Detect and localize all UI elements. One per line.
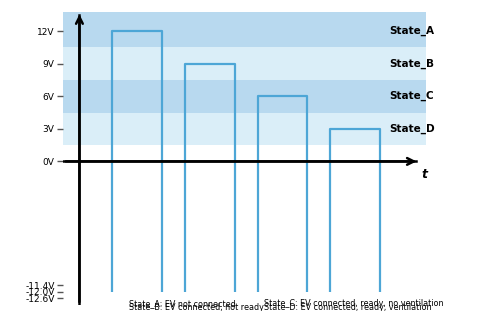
Text: State_A: EV not connected: State_A: EV not connected [129, 299, 236, 308]
Bar [63, 80, 426, 113]
Text: State_B: EV connected, not ready: State_B: EV connected, not ready [129, 303, 264, 311]
Text: State_C: State_C [390, 91, 434, 101]
Text: State_D: EV connected, ready, ventilation: State_D: EV connected, ready, ventilatio… [264, 303, 432, 311]
Bar [63, 12, 426, 47]
Bar [63, 47, 426, 80]
Bar [63, 113, 426, 145]
Text: State_B: State_B [390, 58, 435, 69]
Text: State_C: EV connected, ready, no ventilation: State_C: EV connected, ready, no ventila… [264, 299, 444, 308]
Text: State_D: State_D [390, 124, 435, 134]
Text: t: t [421, 168, 427, 181]
Text: State_A: State_A [390, 26, 435, 36]
